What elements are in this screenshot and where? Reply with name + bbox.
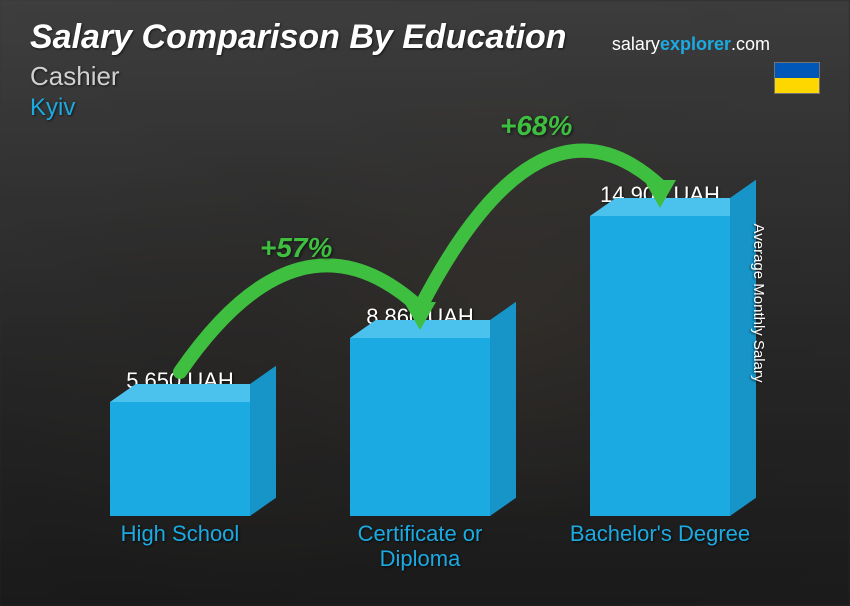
x-axis-label: High School [80,521,280,576]
bar-group: 8,860 UAH [320,304,520,516]
bar-side-face [490,302,516,516]
bar-3d [110,402,250,516]
bar-group: 5,650 UAH [80,368,280,516]
bar-3d [590,216,730,516]
y-axis-label: Average Monthly Salary [750,224,767,383]
brand-part2: explorer [660,34,731,54]
x-axis-label: Certificate or Diploma [320,521,520,576]
bar-side-face [250,366,276,516]
brand-logo: salaryexplorer.com [612,34,770,55]
flag-bottom-stripe [775,78,819,93]
bar-3d [350,338,490,516]
bar-front-face [590,216,730,516]
ukraine-flag-icon [774,62,820,94]
bar-front-face [110,402,250,516]
brand-part1: salary [612,34,660,54]
brand-part3: .com [731,34,770,54]
salary-bar-chart: 5,650 UAH 8,860 UAH14,900 UAH High School… [60,140,780,576]
x-labels-container: High School Certificate or Diploma Bachelo… [60,521,780,576]
bar-group: 14,900 UAH [560,182,760,516]
flag-top-stripe [775,63,819,78]
job-subtitle: Cashier [30,61,820,92]
bars-container: 5,650 UAH 8,860 UAH14,900 UAH [60,140,780,516]
x-axis-label: Bachelor's Degree [560,521,760,576]
location-label: Kyiv [30,94,820,122]
percent-increase-label: +57% [260,232,332,264]
bar-front-face [350,338,490,516]
